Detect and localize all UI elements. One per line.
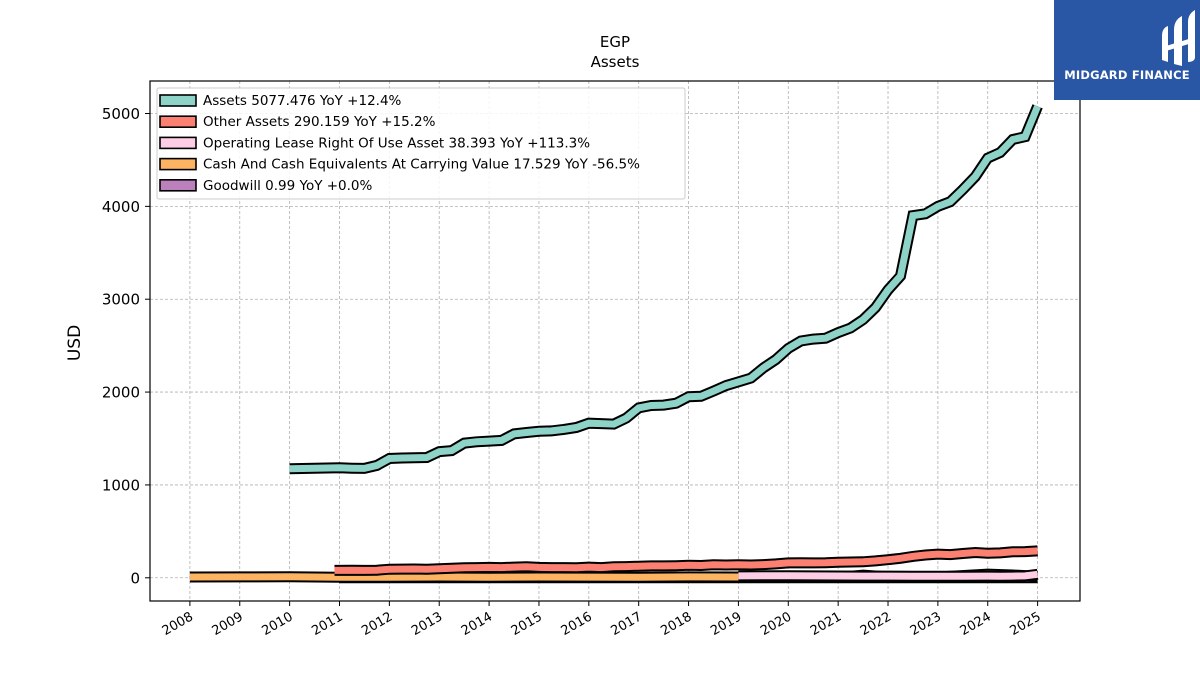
x-tick-label: 2019 (708, 609, 744, 639)
series-line-other-assets (334, 547, 1038, 574)
legend-swatch (159, 136, 197, 150)
x-tick-label: 2016 (559, 609, 595, 639)
chart-subtitle: Assets (591, 53, 640, 71)
x-tick-label: 2009 (210, 609, 246, 639)
x-tick-label: 2025 (1007, 609, 1043, 639)
y-tick-label: 3000 (102, 291, 140, 309)
legend: Assets 5077.476 YoY +12.4% Other Assets 2… (156, 87, 686, 200)
x-tick-label: 2013 (409, 609, 445, 639)
x-tick-label: 2018 (658, 609, 694, 639)
x-tick-label: 2020 (758, 609, 794, 639)
x-tick-label: 2017 (609, 609, 645, 639)
legend-label: Cash And Cash Equivalents At Carrying Va… (203, 157, 640, 173)
legend-box (156, 87, 686, 200)
y-tick-label: 4000 (102, 198, 140, 216)
chart-title: EGP (600, 33, 630, 51)
x-tick-label: 2014 (459, 609, 495, 639)
legend-swatch (159, 94, 197, 107)
x-tick-label: 2008 (160, 609, 196, 639)
y-tick-label: 1000 (102, 476, 140, 494)
y-axis-label: USD (65, 325, 85, 361)
legend-label: Operating Lease Right Of Use Asset 38.39… (203, 135, 590, 151)
series-layer (189, 104, 1043, 584)
legend-swatch (159, 157, 197, 171)
legend-label: Other Assets 290.159 YoY +15.2% (203, 114, 436, 130)
x-tick-label: 2023 (908, 609, 944, 639)
legend-swatch (159, 115, 197, 128)
x-tick-label: 2024 (958, 609, 994, 639)
x-tick-label: 2015 (509, 609, 545, 639)
x-tick-label: 2022 (858, 609, 894, 639)
x-tick-label: 2021 (808, 609, 844, 639)
x-tick-label: 2011 (309, 609, 345, 639)
legend-swatch (159, 179, 197, 192)
y-tick-label: 2000 (102, 384, 140, 402)
x-tick-label: 2010 (259, 609, 295, 639)
brand-logo: MIDGARD FINANCE (1054, 0, 1200, 100)
logo-text: MIDGARD FINANCE (1064, 68, 1190, 82)
legend-label: Assets 5077.476 YoY +12.4% (203, 93, 402, 109)
y-tick-label: 0 (130, 569, 140, 587)
legend-label: Goodwill 0.99 YoY +0.0% (203, 178, 373, 194)
series-line-assets (289, 104, 1041, 473)
series-line-operating-lease-right-of-use-asset (738, 570, 1039, 580)
plot-frame (149, 80, 1081, 602)
y-tick-label: 5000 (102, 105, 140, 123)
logo-mark-icon (1162, 10, 1195, 66)
x-tick-label: 2012 (359, 609, 395, 639)
